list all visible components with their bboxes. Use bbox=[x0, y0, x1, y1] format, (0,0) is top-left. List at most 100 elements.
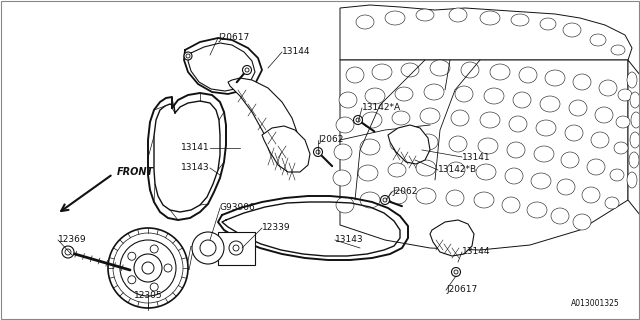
Ellipse shape bbox=[430, 60, 450, 76]
Circle shape bbox=[381, 196, 390, 204]
Ellipse shape bbox=[505, 168, 523, 184]
Ellipse shape bbox=[610, 169, 624, 181]
Ellipse shape bbox=[573, 214, 591, 230]
Ellipse shape bbox=[346, 67, 364, 83]
Ellipse shape bbox=[389, 190, 407, 204]
Ellipse shape bbox=[631, 112, 640, 128]
Ellipse shape bbox=[540, 18, 556, 30]
Ellipse shape bbox=[416, 9, 434, 21]
Circle shape bbox=[243, 66, 252, 75]
Ellipse shape bbox=[474, 192, 494, 208]
Ellipse shape bbox=[582, 187, 600, 203]
Ellipse shape bbox=[561, 152, 579, 168]
Ellipse shape bbox=[507, 142, 525, 158]
Polygon shape bbox=[430, 220, 474, 256]
Ellipse shape bbox=[519, 67, 537, 83]
Circle shape bbox=[454, 270, 458, 274]
Ellipse shape bbox=[418, 134, 438, 150]
Ellipse shape bbox=[536, 120, 556, 136]
Ellipse shape bbox=[563, 23, 581, 37]
Ellipse shape bbox=[334, 144, 352, 160]
Ellipse shape bbox=[356, 15, 374, 29]
Ellipse shape bbox=[360, 192, 380, 208]
Circle shape bbox=[150, 245, 158, 253]
Ellipse shape bbox=[618, 89, 632, 101]
Ellipse shape bbox=[490, 64, 510, 80]
Ellipse shape bbox=[372, 64, 392, 80]
Text: 13141: 13141 bbox=[462, 153, 491, 162]
Ellipse shape bbox=[336, 117, 354, 133]
Ellipse shape bbox=[627, 72, 637, 88]
Circle shape bbox=[200, 240, 216, 256]
Polygon shape bbox=[388, 125, 430, 164]
Text: 13144: 13144 bbox=[462, 247, 490, 257]
Text: 12369: 12369 bbox=[58, 236, 86, 244]
Ellipse shape bbox=[531, 173, 551, 189]
Ellipse shape bbox=[365, 88, 385, 104]
Ellipse shape bbox=[614, 142, 628, 154]
Circle shape bbox=[108, 228, 188, 308]
Text: J2062: J2062 bbox=[392, 188, 417, 196]
Circle shape bbox=[128, 252, 136, 260]
Ellipse shape bbox=[545, 70, 565, 86]
Text: G93906: G93906 bbox=[220, 204, 256, 212]
Text: 13143: 13143 bbox=[335, 236, 364, 244]
Ellipse shape bbox=[476, 164, 496, 180]
Ellipse shape bbox=[551, 208, 569, 224]
Ellipse shape bbox=[605, 197, 619, 209]
Ellipse shape bbox=[513, 92, 531, 108]
Polygon shape bbox=[262, 126, 310, 172]
Ellipse shape bbox=[455, 86, 473, 102]
Circle shape bbox=[356, 118, 360, 122]
Ellipse shape bbox=[629, 152, 639, 168]
Ellipse shape bbox=[573, 74, 591, 90]
Ellipse shape bbox=[449, 136, 467, 152]
Circle shape bbox=[120, 240, 176, 296]
Ellipse shape bbox=[540, 96, 560, 112]
Ellipse shape bbox=[616, 116, 630, 128]
Circle shape bbox=[245, 68, 249, 72]
Text: J20617: J20617 bbox=[446, 285, 477, 294]
Ellipse shape bbox=[611, 45, 625, 55]
Circle shape bbox=[142, 262, 154, 274]
Ellipse shape bbox=[590, 34, 606, 46]
Circle shape bbox=[113, 233, 183, 303]
Circle shape bbox=[150, 283, 158, 291]
Polygon shape bbox=[628, 60, 640, 215]
Ellipse shape bbox=[557, 179, 575, 195]
Ellipse shape bbox=[569, 100, 587, 116]
Text: 13141: 13141 bbox=[181, 143, 210, 153]
Polygon shape bbox=[218, 232, 255, 265]
Ellipse shape bbox=[627, 172, 637, 188]
Ellipse shape bbox=[339, 92, 357, 108]
Ellipse shape bbox=[461, 62, 479, 78]
Ellipse shape bbox=[401, 63, 419, 77]
Polygon shape bbox=[228, 78, 298, 158]
Text: 12305: 12305 bbox=[134, 291, 163, 300]
Ellipse shape bbox=[599, 80, 617, 96]
Ellipse shape bbox=[509, 116, 527, 132]
Circle shape bbox=[192, 232, 224, 264]
Ellipse shape bbox=[362, 112, 382, 128]
Ellipse shape bbox=[595, 107, 613, 123]
Ellipse shape bbox=[395, 87, 413, 101]
Text: J2062: J2062 bbox=[318, 135, 344, 145]
Circle shape bbox=[184, 52, 192, 60]
Circle shape bbox=[451, 268, 461, 276]
Text: 13143: 13143 bbox=[181, 164, 210, 172]
Text: A013001325: A013001325 bbox=[572, 299, 620, 308]
Text: 12339: 12339 bbox=[262, 223, 291, 233]
Ellipse shape bbox=[420, 108, 440, 124]
Ellipse shape bbox=[416, 160, 436, 176]
Ellipse shape bbox=[416, 188, 436, 204]
Circle shape bbox=[316, 150, 320, 154]
Ellipse shape bbox=[630, 92, 640, 108]
Circle shape bbox=[186, 54, 190, 58]
Ellipse shape bbox=[424, 84, 444, 100]
Ellipse shape bbox=[392, 111, 410, 125]
Text: FRONT: FRONT bbox=[117, 167, 154, 177]
Ellipse shape bbox=[449, 8, 467, 22]
Text: J20617: J20617 bbox=[218, 34, 249, 43]
Circle shape bbox=[62, 246, 74, 258]
Ellipse shape bbox=[446, 190, 464, 206]
